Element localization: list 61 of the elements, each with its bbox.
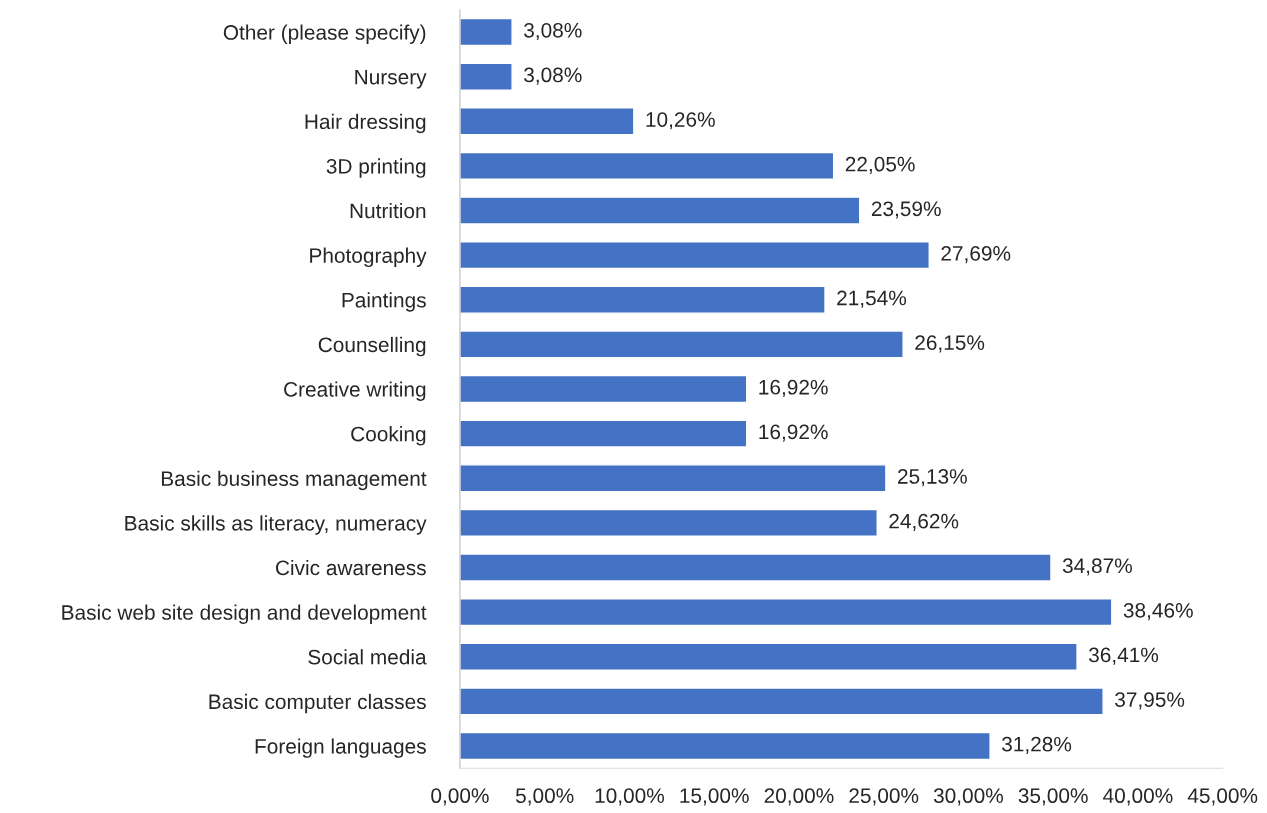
bar xyxy=(459,330,904,359)
x-tick-label: 20,00% xyxy=(764,788,834,806)
x-tick-label: 35,00% xyxy=(1018,788,1088,806)
x-tick-label: 45,00% xyxy=(1187,788,1258,806)
bar xyxy=(459,62,513,91)
bar xyxy=(459,17,513,47)
data-label: 3,08% xyxy=(524,67,582,85)
bar xyxy=(459,107,635,136)
data-label: 24,62% xyxy=(889,513,959,531)
bar xyxy=(459,731,991,761)
y-tick-label: 3D printing xyxy=(326,158,426,178)
bar xyxy=(459,553,1052,582)
data-label: 37,95% xyxy=(1115,692,1185,710)
bar xyxy=(459,151,835,181)
data-label: 3,08% xyxy=(524,22,582,41)
bar xyxy=(459,687,1104,716)
bar xyxy=(459,508,878,537)
x-tick-label: 10,00% xyxy=(595,788,665,806)
y-tick-label: Social media xyxy=(308,649,427,665)
bar xyxy=(459,241,930,270)
y-tick-label: Counselling xyxy=(318,336,426,357)
x-tick-label: 5,00% xyxy=(515,788,574,806)
data-label: 10,26% xyxy=(646,112,715,130)
y-tick-label: Photography xyxy=(310,247,427,268)
bar xyxy=(459,196,861,225)
bar xyxy=(459,374,748,404)
data-label: 22,05% xyxy=(845,156,915,174)
data-label: 36,41% xyxy=(1088,647,1159,665)
y-tick-label: Nutrition xyxy=(350,202,426,219)
y-tick-label: Foreign languages xyxy=(255,738,426,758)
bar xyxy=(459,285,826,314)
data-label: 34,87% xyxy=(1062,558,1132,576)
y-tick-label: Basic web site design and development xyxy=(62,604,427,624)
data-label: 27,69% xyxy=(941,246,1011,264)
bar xyxy=(459,419,748,448)
data-label: 31,28% xyxy=(1002,736,1072,755)
bar xyxy=(459,464,887,493)
data-label: 23,59% xyxy=(871,201,941,219)
y-tick-label: Basic computer classes xyxy=(209,693,426,714)
y-tick-label: Nursery xyxy=(355,69,427,89)
y-tick-label: Basic skills as literacy, numeracy xyxy=(125,515,427,535)
x-tick-label: 25,00% xyxy=(849,788,919,806)
x-tick-label: 30,00% xyxy=(933,788,1003,806)
y-tick-label: Cooking xyxy=(351,426,426,446)
data-label: 21,54% xyxy=(837,290,907,308)
y-tick-label: Paintings xyxy=(342,292,426,312)
y-tick-label: Other (please specify) xyxy=(223,24,426,44)
data-label: 16,92% xyxy=(759,379,828,398)
x-tick-label: 40,00% xyxy=(1103,788,1173,806)
x-tick-label: 0,00% xyxy=(431,788,489,806)
y-tick-label: Basic business management xyxy=(161,470,427,491)
bar xyxy=(459,642,1078,671)
data-label: 16,92% xyxy=(759,424,828,442)
y-tick-label: Creative writing xyxy=(284,381,426,401)
x-tick-label: 15,00% xyxy=(680,788,749,806)
y-tick-label: Hair dressing xyxy=(305,113,426,134)
data-label: 25,13% xyxy=(898,469,967,487)
data-label: 38,46% xyxy=(1123,602,1193,621)
data-label: 26,15% xyxy=(915,335,985,353)
bar xyxy=(459,598,1113,627)
y-tick-label: Civic awareness xyxy=(275,559,426,576)
